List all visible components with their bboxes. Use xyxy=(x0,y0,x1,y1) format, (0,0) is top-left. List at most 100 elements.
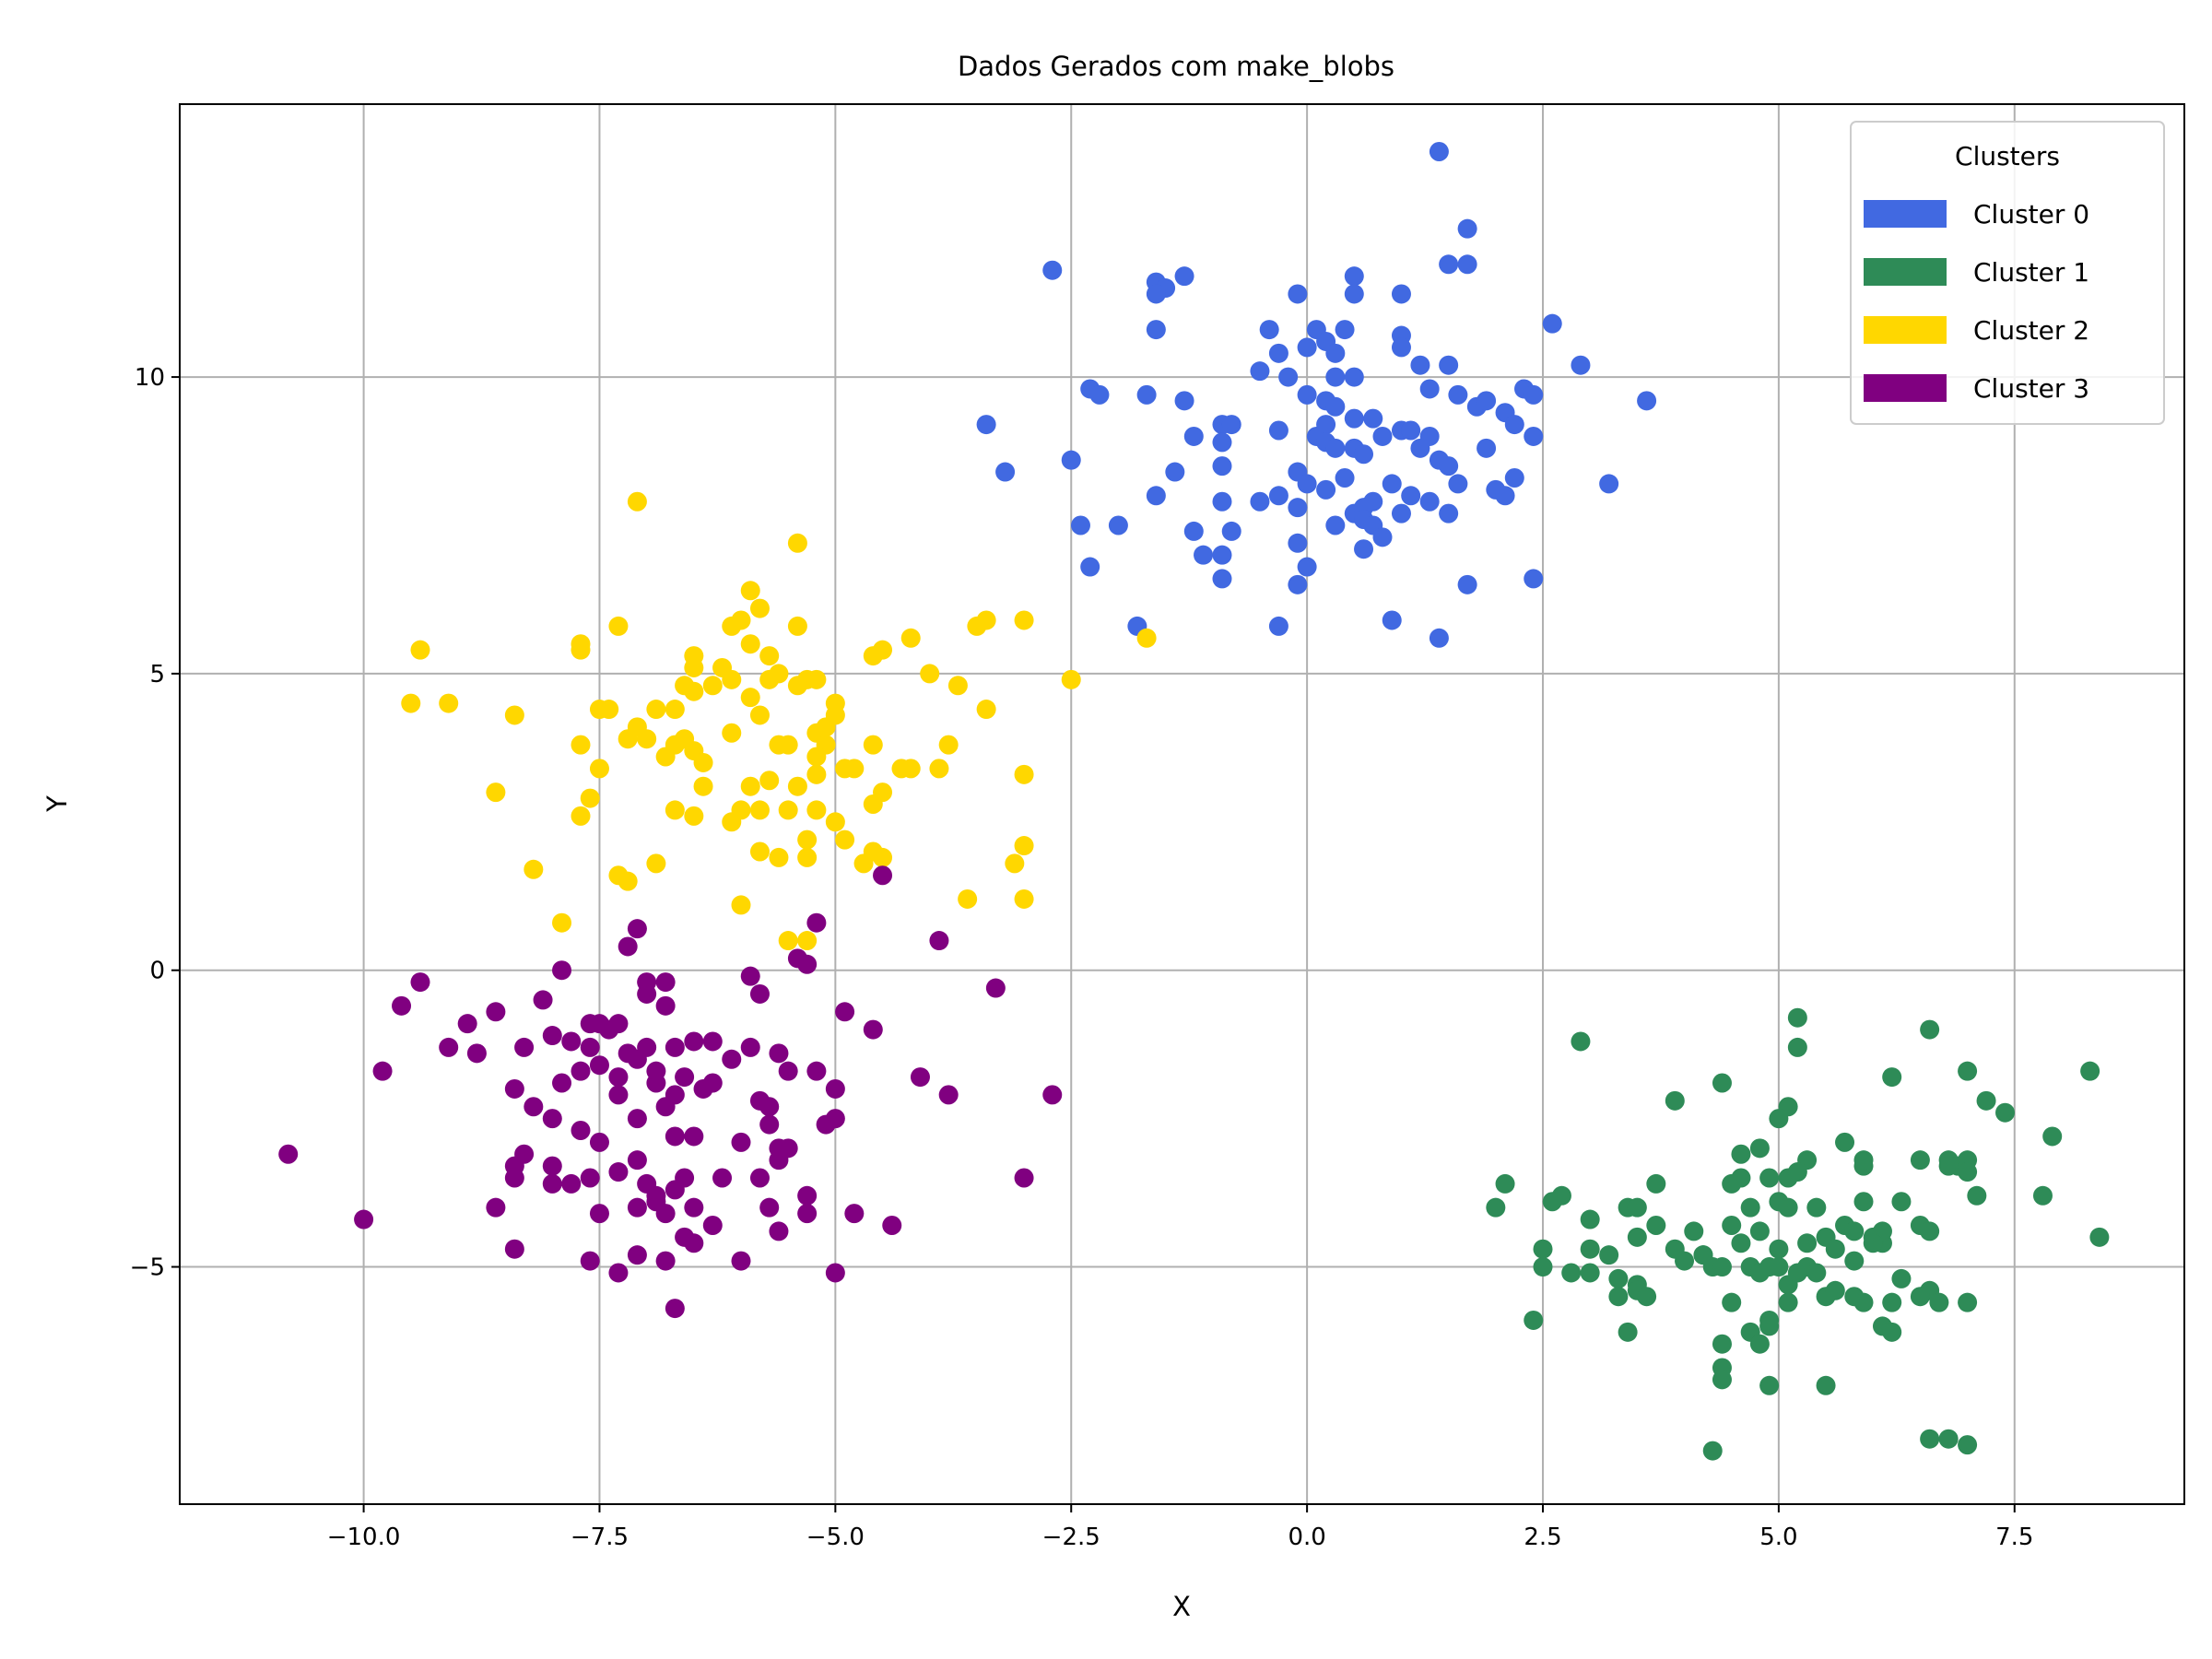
data-point xyxy=(835,1002,855,1022)
data-point xyxy=(1372,426,1393,446)
scatter-points xyxy=(278,141,2110,1461)
data-point xyxy=(486,1002,506,1022)
data-point xyxy=(1439,254,1459,275)
data-point xyxy=(1749,1221,1770,1241)
data-point xyxy=(1335,320,1355,340)
data-point xyxy=(1722,1173,1742,1194)
data-point xyxy=(929,931,949,951)
data-point xyxy=(504,1239,524,1259)
data-point xyxy=(1401,486,1421,506)
data-point xyxy=(1524,1310,1544,1330)
data-point xyxy=(1702,1441,1723,1461)
data-point xyxy=(1599,1245,1619,1265)
data-point xyxy=(655,1204,676,1224)
data-point xyxy=(797,830,818,850)
data-point xyxy=(1712,1257,1732,1277)
data-point xyxy=(514,1144,535,1164)
data-point xyxy=(873,865,893,886)
data-point xyxy=(1740,1197,1760,1218)
data-point xyxy=(1627,1227,1647,1247)
data-point xyxy=(1288,533,1308,553)
y-axis-label: Y xyxy=(41,795,73,813)
data-point xyxy=(1354,539,1374,559)
data-point xyxy=(1439,355,1459,375)
data-point xyxy=(542,1173,562,1194)
data-point xyxy=(1825,1239,1845,1259)
legend-swatch xyxy=(1864,316,1947,344)
data-point xyxy=(1297,557,1317,577)
data-point xyxy=(675,1168,695,1188)
data-point xyxy=(608,1162,629,1182)
data-point xyxy=(1372,527,1393,547)
data-point xyxy=(1146,284,1166,304)
data-point xyxy=(1495,486,1515,506)
data-point xyxy=(665,1126,685,1147)
data-point xyxy=(1778,1197,1798,1218)
data-point xyxy=(740,634,760,654)
data-point xyxy=(722,1049,742,1069)
data-point xyxy=(1325,396,1346,417)
x-tick-label: −2.5 xyxy=(1042,1524,1100,1551)
data-point xyxy=(759,1097,780,1117)
data-point xyxy=(439,693,459,713)
data-point xyxy=(1787,1037,1807,1057)
data-point xyxy=(571,640,591,660)
data-point xyxy=(589,1132,609,1152)
legend-label: Cluster 3 xyxy=(1973,373,2089,404)
data-point xyxy=(627,1109,647,1129)
data-point xyxy=(2042,1126,2063,1147)
data-point xyxy=(278,1144,299,1164)
legend-label: Cluster 2 xyxy=(1973,315,2089,346)
data-point xyxy=(702,676,723,696)
data-point xyxy=(665,1037,685,1057)
data-point xyxy=(627,919,647,939)
y-tick-label: −5 xyxy=(130,1254,165,1282)
data-point xyxy=(816,717,836,737)
data-point xyxy=(825,1109,845,1129)
data-point xyxy=(1457,254,1477,275)
data-point xyxy=(740,966,760,986)
data-point xyxy=(571,806,591,826)
data-point xyxy=(825,1263,845,1283)
x-tick-label: 5.0 xyxy=(1759,1524,1797,1551)
data-point xyxy=(1722,1292,1742,1312)
data-point xyxy=(1806,1197,1827,1218)
data-point xyxy=(797,931,818,951)
data-point xyxy=(1183,426,1204,446)
data-point xyxy=(1769,1239,1789,1259)
data-point xyxy=(1477,438,1497,458)
data-point xyxy=(1325,367,1346,387)
x-tick-label: −7.5 xyxy=(571,1524,629,1551)
data-point xyxy=(627,1245,647,1265)
data-point xyxy=(1778,1292,1798,1312)
data-point xyxy=(749,983,770,1004)
data-point xyxy=(655,1251,676,1271)
data-point xyxy=(1712,1073,1732,1093)
data-point xyxy=(835,759,855,779)
data-point xyxy=(769,1043,789,1064)
data-point xyxy=(947,676,968,696)
data-point xyxy=(1731,1233,1751,1253)
data-point xyxy=(1268,343,1288,363)
data-point xyxy=(778,1138,798,1159)
data-point xyxy=(1165,462,1185,482)
data-point xyxy=(655,1097,676,1117)
data-point xyxy=(1070,515,1090,535)
data-point xyxy=(580,1037,600,1057)
data-point xyxy=(1976,1090,1996,1111)
data-point xyxy=(778,735,798,755)
data-point xyxy=(1419,491,1440,512)
data-point xyxy=(1646,1173,1666,1194)
data-point xyxy=(627,1049,647,1069)
data-point xyxy=(1958,1435,1978,1455)
data-point xyxy=(1580,1263,1600,1283)
data-point xyxy=(1938,1156,1959,1176)
data-point xyxy=(372,1061,393,1081)
data-point xyxy=(882,1215,902,1235)
data-point xyxy=(1825,1280,1845,1300)
data-point xyxy=(1316,479,1336,500)
legend-title: Clusters xyxy=(1955,141,2060,171)
data-point xyxy=(580,788,600,808)
data-point xyxy=(1958,1162,1978,1182)
data-point xyxy=(749,1168,770,1188)
